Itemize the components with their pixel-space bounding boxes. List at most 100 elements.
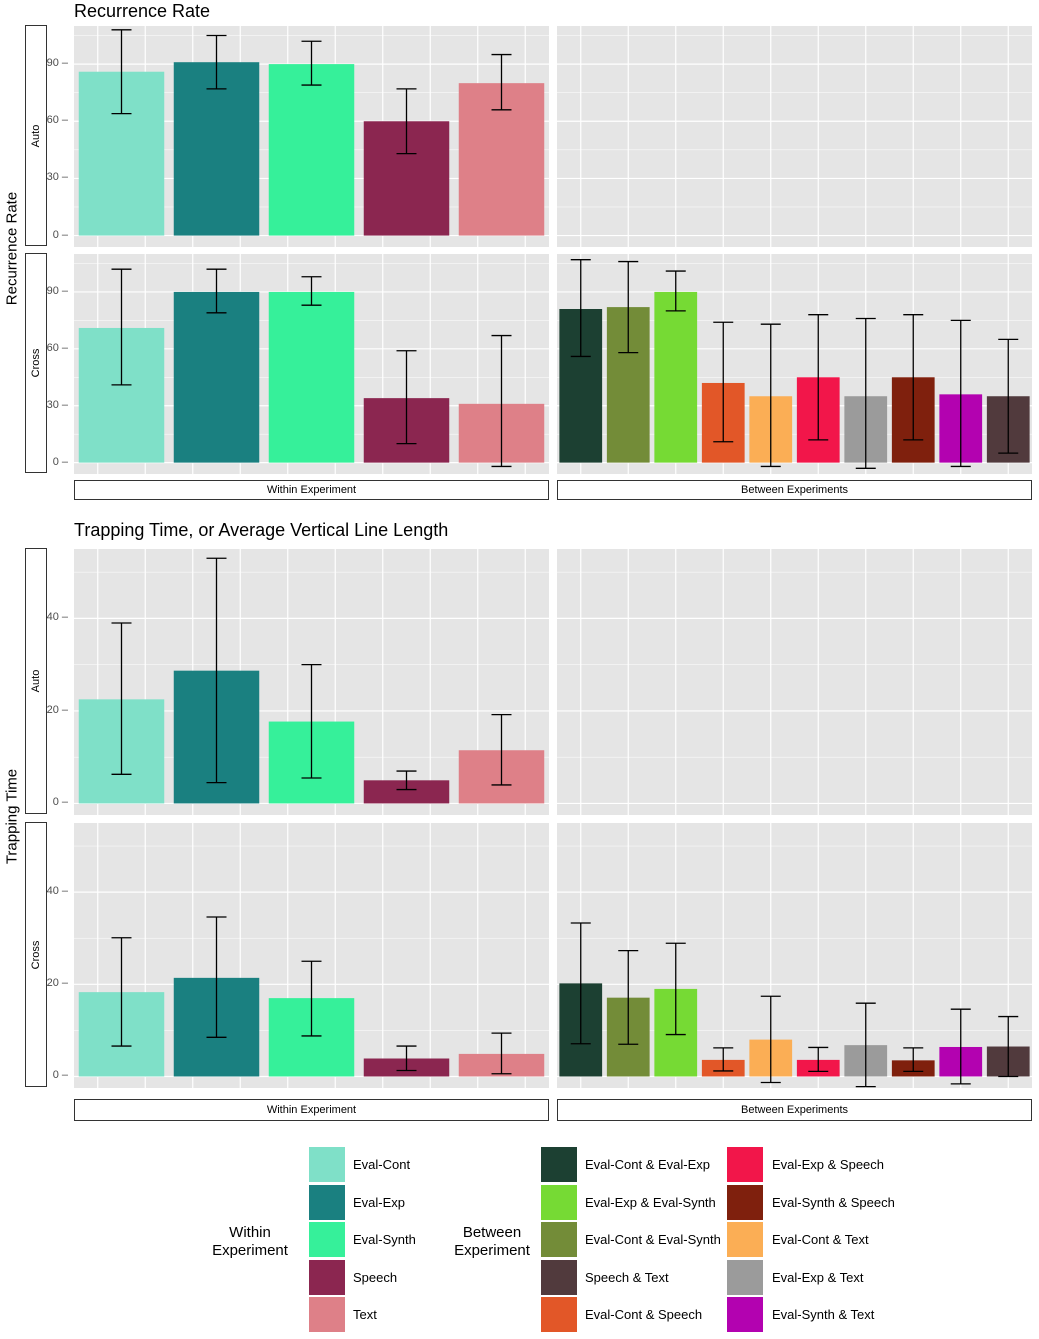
legend-label-eval-cont-and-eval-exp: Eval-Cont & Eval-Exp [585,1157,710,1172]
error-bar-text [491,713,512,786]
error-bar-speech-and-text [998,338,1019,454]
y-tick-label: 0 – [52,1069,68,1082]
column-strip-within: Within Experiment [74,480,549,500]
panel-plot [74,254,549,474]
y-tick-label: 60 – [46,114,68,127]
bar-eval-exp [173,62,260,236]
error-bar-eval-exp-and-eval-synth [665,942,686,1036]
error-bar-eval-synth-and-text [950,1008,971,1085]
y-axis-label-recurrence: Recurrence Rate [3,191,21,306]
legend-label-eval-exp: Eval-Exp [353,1194,406,1210]
error-bar-eval-cont [111,268,132,386]
legend-title-between: Between Experiment [454,1224,530,1259]
row-strip-auto: Auto [25,25,47,246]
error-bar-eval-synth [301,664,322,779]
legend: Within Experiment Between Experiment Eva… [0,1140,1039,1339]
panel-plot [557,254,1032,474]
legend-key-eval-cont [309,1147,345,1182]
column-strip-between-2: Between Experiments [557,1099,1032,1121]
legend-key-eval-synth-and-speech [727,1184,763,1220]
legend-key-eval-synth-and-text [727,1297,763,1332]
panel-auto-between-experiments [557,549,1032,815]
error-bar-eval-cont-and-eval-synth [618,260,639,354]
bar-eval-exp [173,291,260,463]
error-bar-speech [396,350,417,445]
error-bar-eval-cont-and-eval-exp [570,922,591,1045]
panel-plot [557,549,1032,815]
error-bar-eval-cont-and-speech [713,321,734,443]
error-bar-speech [396,770,417,791]
panel-plot [74,549,549,815]
error-bar-speech-and-text [998,1015,1019,1078]
legend-label-eval-exp-and-eval-synth: Eval-Exp & Eval-Synth [585,1194,716,1210]
error-bar-eval-cont-and-eval-exp [570,259,591,358]
bar-eval-synth [268,64,355,236]
legend-key-text [309,1297,345,1332]
panel-plot [74,823,549,1088]
legend-label-eval-cont-and-speech: Eval-Cont & Speech [585,1307,703,1322]
error-bar-eval-synth-and-text [950,319,971,468]
legend-key-eval-cont-and-eval-synth [541,1222,577,1257]
legend-label-eval-cont-and-eval-synth: Eval-Cont & Eval-Synth [585,1232,721,1247]
chart-title-trapping: Trapping Time, or Average Vertical Line … [74,520,449,540]
bar-speech [363,780,450,804]
legend-key-speech-and-text [541,1259,577,1295]
error-bar-eval-synth [301,960,322,1037]
legend-key-speech [309,1259,345,1295]
legend-key-eval-exp-and-speech [727,1147,763,1182]
y-tick-label: 40 – [46,885,68,898]
legend-key-eval-cont-and-text [727,1222,763,1257]
y-tick-label: 20 – [46,977,68,990]
column-strip-between: Between Experiments [557,480,1032,500]
chart-title-recurrence: Recurrence Rate [74,1,211,21]
error-bar-eval-cont-and-eval-synth [618,950,639,1045]
panel-cross-between-experiments [557,823,1032,1088]
error-bar-eval-synth [301,40,322,86]
error-bar-eval-exp-and-text [855,1002,876,1088]
legend-label-eval-synth-and-text: Eval-Synth & Text [772,1307,875,1322]
error-bar-eval-exp [206,916,227,1038]
row-strip-cross-2: Cross [25,822,47,1087]
y-tick-label: 0 – [52,455,68,468]
error-bar-eval-synth-and-speech [903,314,924,441]
error-bar-eval-synth-and-speech [903,1047,924,1073]
error-bar-eval-cont-and-speech [713,1047,734,1072]
error-bar-speech [396,1045,417,1072]
legend-label-eval-exp-and-speech: Eval-Exp & Speech [772,1157,885,1172]
panel-auto-within-experiment [74,549,549,815]
column-strip-within-2: Within Experiment [74,1099,549,1121]
panel-plot [557,823,1032,1088]
legend-label-text: Text [353,1307,377,1322]
y-tick-label: 30 – [46,398,68,411]
panel-plot [74,26,549,247]
error-bar-speech [396,88,417,155]
error-bar-eval-cont-and-text [760,995,781,1084]
error-bar-eval-cont [111,29,132,115]
panel-auto-between-experiments [557,26,1032,247]
y-axis-label-trapping: Trapping Time [3,768,21,865]
y-tick-label: 20 – [46,703,68,716]
error-bar-eval-synth [301,276,322,306]
error-bar-eval-exp-and-speech [808,314,829,441]
y-tick-label: 0 – [52,228,68,241]
panel-cross-between-experiments [557,254,1032,474]
error-bar-eval-cont [111,937,132,1047]
legend-key-eval-exp [309,1184,345,1220]
panel-cross-within-experiment [74,823,549,1088]
error-bar-eval-exp-and-speech [808,1046,829,1073]
legend-label-eval-cont-and-text: Eval-Cont & Text [772,1232,869,1247]
bar-eval-exp-and-eval-synth [654,291,698,463]
legend-title-within: Within Experiment [212,1224,288,1259]
row-strip-auto-2: Auto [25,548,47,814]
legend-key-eval-cont-and-eval-exp [541,1147,577,1182]
y-tick-label: 60 – [46,341,68,354]
legend-key-eval-synth [309,1222,345,1257]
panel-cross-within-experiment [74,254,549,474]
legend-key-eval-exp-and-text [727,1259,763,1295]
legend-key-eval-exp-and-eval-synth [541,1184,577,1220]
y-tick-label: 40 – [46,611,68,624]
legend-label-speech: Speech [353,1269,398,1285]
error-bar-text [491,1032,512,1075]
error-bar-text [491,334,512,468]
error-bar-eval-exp-and-text [855,317,876,469]
